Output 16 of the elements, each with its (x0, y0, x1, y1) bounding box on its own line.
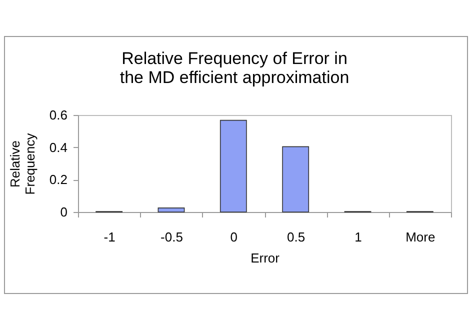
x-tick-label: -1 (104, 230, 116, 244)
bar (158, 208, 185, 212)
y-tick-label: 0.4 (49, 140, 68, 155)
x-tick-label: 1 (354, 230, 362, 244)
x-tick-label: 0 (230, 230, 238, 244)
y-tick-label: 0.6 (49, 108, 68, 122)
bar (282, 146, 310, 212)
x-axis-title: Error (250, 250, 280, 266)
x-tick-label: 0.5 (287, 230, 306, 244)
bar (220, 120, 247, 212)
x-tick-label: -0.5 (160, 230, 183, 244)
x-tick-label: More (406, 230, 436, 244)
y-axis-title: Relative Frequency (7, 132, 38, 195)
y-tick-label: 0.2 (49, 172, 68, 188)
chart-title: Relative Frequency of Error in the MD efficient approximation (120, 49, 350, 87)
y-tick-label: 0 (60, 204, 68, 220)
